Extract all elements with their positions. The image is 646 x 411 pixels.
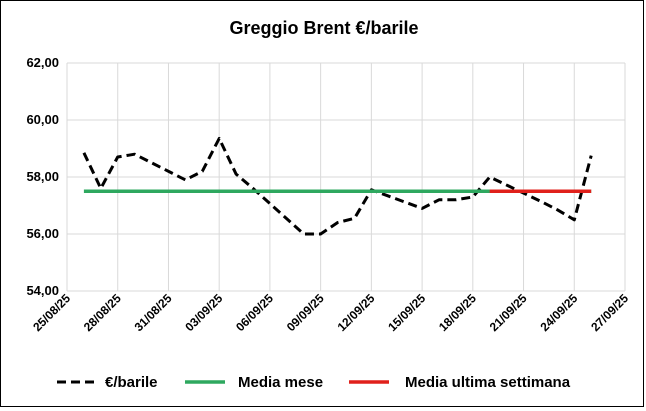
y-tick-label: 56,00 (26, 226, 59, 241)
series-line (82, 137, 593, 236)
x-tick-label: 24/09/25 (537, 291, 580, 334)
x-tick-label: 31/08/25 (132, 291, 175, 334)
chart-title: Greggio Brent €/barile (229, 18, 418, 38)
y-tick-label: 60,00 (26, 112, 59, 127)
legend-label: Media ultima settimana (405, 374, 571, 391)
legend: €/barile Media mese Media ultima settimana (57, 374, 571, 391)
x-tick-label: 03/09/25 (182, 291, 225, 334)
x-tick-label: 21/09/25 (487, 291, 530, 334)
legend-label: €/barile (105, 374, 158, 391)
series-lines (82, 137, 593, 236)
x-tick-label: 27/09/25 (588, 291, 631, 334)
y-axis-ticks: 54,00 56,00 58,00 60,00 62,00 (26, 55, 59, 298)
legend-label: Media mese (238, 374, 323, 391)
x-tick-label: 18/09/25 (436, 291, 479, 334)
y-tick-label: 62,00 (26, 55, 59, 70)
x-tick-label: 09/09/25 (284, 291, 327, 334)
x-tick-label: 06/09/25 (233, 291, 276, 334)
x-tick-label: 12/09/25 (335, 291, 378, 334)
x-axis-ticks: 25/08/25 28/08/25 31/08/25 03/09/25 06/09/25… (30, 291, 631, 334)
x-tick-label: 28/08/25 (81, 291, 124, 334)
y-tick-label: 54,00 (26, 283, 59, 298)
y-tick-label: 58,00 (26, 169, 59, 184)
x-tick-label: 15/09/25 (385, 291, 428, 334)
gridlines (66, 62, 626, 292)
